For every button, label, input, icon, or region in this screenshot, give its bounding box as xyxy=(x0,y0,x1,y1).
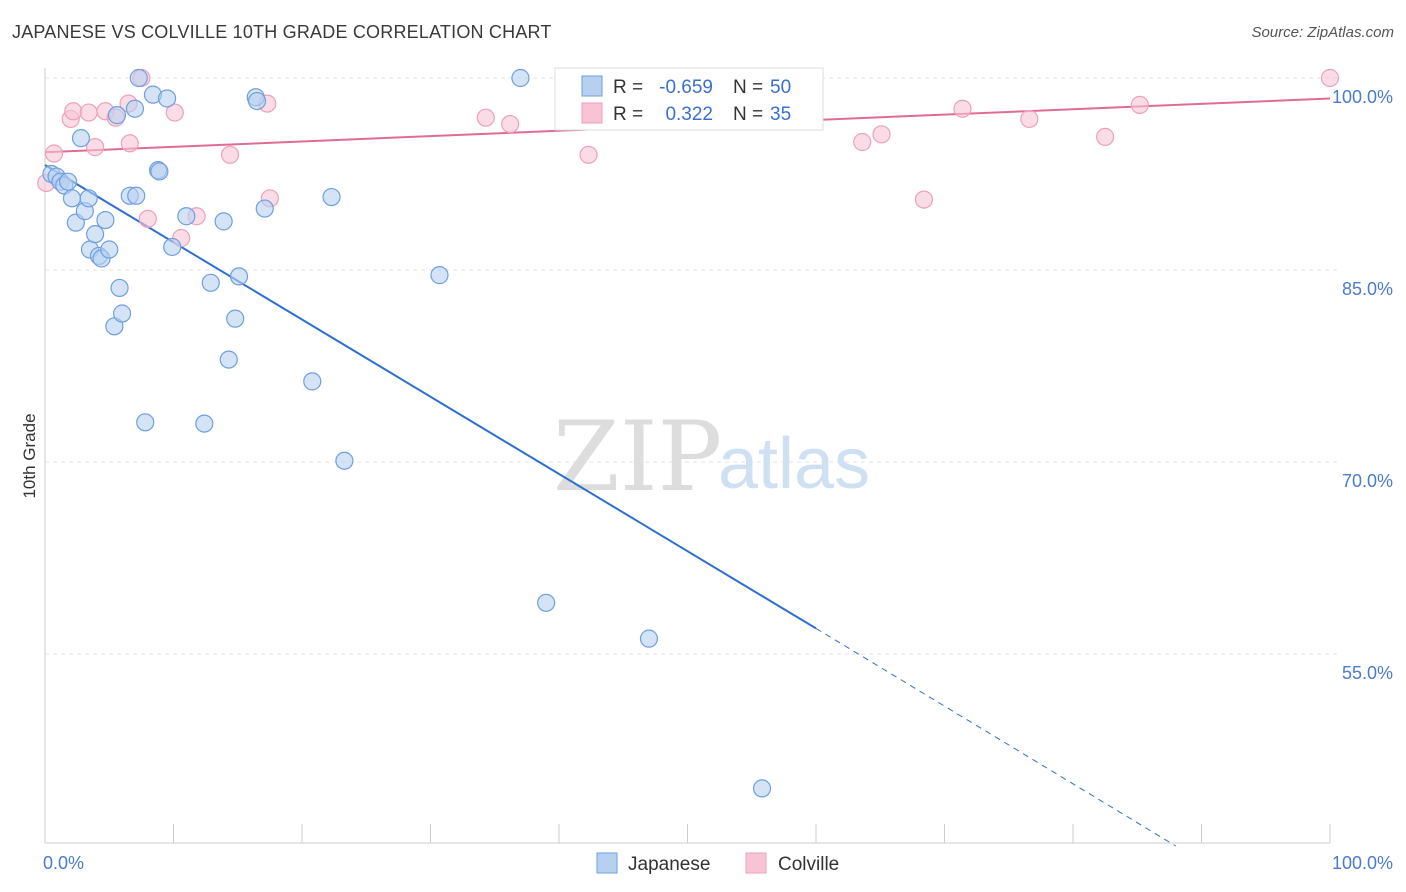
point-japanese-38 xyxy=(247,91,267,111)
point-japanese-14 xyxy=(96,210,115,230)
point-japanese-18 xyxy=(110,278,129,298)
point-japanese-44 xyxy=(511,68,530,88)
y-tick-label-1: 85.0% xyxy=(1342,279,1393,299)
point-japanese-27 xyxy=(150,162,169,181)
point-colville-11 xyxy=(138,209,157,228)
stat-r-label-colville: R = xyxy=(613,104,643,125)
point-japanese-24 xyxy=(136,413,155,432)
point-colville-24 xyxy=(853,132,872,152)
stats-swatch-colville xyxy=(581,102,603,124)
data-points xyxy=(37,68,1340,798)
legend-label-colville: Colville xyxy=(778,854,839,875)
point-japanese-28 xyxy=(157,89,177,108)
stats-legend-box: R = -0.659 N = 50 R = 0.322 N = 35 xyxy=(554,67,824,131)
point-japanese-35 xyxy=(226,309,245,328)
stat-n-label-colville: N = xyxy=(733,104,763,125)
point-japanese-30 xyxy=(177,207,196,226)
point-japanese-41 xyxy=(322,187,341,207)
point-japanese-47 xyxy=(752,779,772,798)
point-colville-3 xyxy=(64,102,83,121)
grid-lines xyxy=(45,77,1340,655)
watermark-zip: ZIP xyxy=(553,401,722,513)
point-japanese-23 xyxy=(129,68,148,88)
legend-swatch-colville xyxy=(745,852,767,874)
y-axis-title: 10th Grade xyxy=(20,413,39,498)
x-tick-labels: 0.0% 100.0% xyxy=(43,853,1393,873)
point-japanese-31 xyxy=(195,414,214,433)
axes xyxy=(44,68,1331,844)
point-colville-19 xyxy=(501,114,520,134)
chart-title: JAPANESE VS COLVILLE 10TH GRADE CORRELAT… xyxy=(12,22,552,42)
x-tick-label-1: 100.0% xyxy=(1332,853,1393,873)
point-japanese-11 xyxy=(86,225,105,244)
stats-swatch-japanese xyxy=(581,75,603,97)
trend-line-japanese xyxy=(44,164,817,630)
point-colville-28 xyxy=(1020,109,1039,129)
point-japanese-21 xyxy=(125,99,145,118)
point-japanese-39 xyxy=(255,199,274,218)
point-colville-27 xyxy=(953,99,972,118)
stat-n-value-colville: 35 xyxy=(770,104,791,125)
stat-n-value-japanese: 50 xyxy=(770,77,791,98)
point-colville-4 xyxy=(79,103,98,122)
point-japanese-4 xyxy=(59,172,78,191)
point-japanese-45 xyxy=(537,593,556,612)
point-japanese-46 xyxy=(639,629,659,648)
point-japanese-22 xyxy=(127,186,146,205)
series-legend: Japanese Colville xyxy=(596,852,839,875)
x-tick-label-0: 0.0% xyxy=(43,853,84,873)
point-japanese-34 xyxy=(219,350,238,369)
point-colville-30 xyxy=(1130,95,1149,114)
point-japanese-29 xyxy=(163,237,182,257)
point-colville-1 xyxy=(44,144,64,163)
point-japanese-36 xyxy=(229,267,249,286)
point-japanese-5 xyxy=(62,189,82,208)
point-japanese-32 xyxy=(201,273,220,292)
point-japanese-43 xyxy=(430,266,449,285)
point-colville-15 xyxy=(220,145,240,164)
point-colville-5 xyxy=(86,138,105,157)
y-tick-label-2: 70.0% xyxy=(1342,471,1393,491)
stat-r-label-japanese: R = xyxy=(613,77,643,98)
point-japanese-33 xyxy=(214,212,233,231)
point-japanese-7 xyxy=(71,129,91,148)
trend-line-japanese-extension xyxy=(815,627,1177,847)
point-japanese-42 xyxy=(335,451,354,470)
stat-n-label-japanese: N = xyxy=(733,77,763,98)
stat-r-value-colville: 0.322 xyxy=(665,104,713,125)
watermark-atlas: atlas xyxy=(718,424,870,504)
point-colville-9 xyxy=(120,134,139,153)
source-note: Source: ZipAtlas.com xyxy=(1251,24,1394,41)
y-tick-label-3: 55.0% xyxy=(1342,663,1393,683)
point-colville-25 xyxy=(872,125,891,144)
y-tick-label-0: 100.0% xyxy=(1332,87,1393,107)
point-colville-31 xyxy=(1320,68,1340,88)
point-colville-29 xyxy=(1096,127,1115,146)
point-japanese-9 xyxy=(79,189,98,208)
legend-swatch-japanese xyxy=(596,852,618,874)
point-colville-18 xyxy=(476,108,495,127)
point-colville-26 xyxy=(914,190,934,209)
point-japanese-40 xyxy=(303,372,322,391)
y-tick-labels: 100.0% 85.0% 70.0% 55.0% xyxy=(1332,87,1393,683)
watermark: ZIP atlas xyxy=(553,401,870,513)
legend-label-japanese: Japanese xyxy=(628,854,710,875)
point-japanese-15 xyxy=(100,240,119,259)
stat-r-value-japanese: -0.659 xyxy=(659,77,713,98)
point-japanese-19 xyxy=(112,304,132,323)
point-japanese-17 xyxy=(107,106,127,125)
point-colville-21 xyxy=(579,145,598,164)
point-colville-12 xyxy=(165,103,184,122)
